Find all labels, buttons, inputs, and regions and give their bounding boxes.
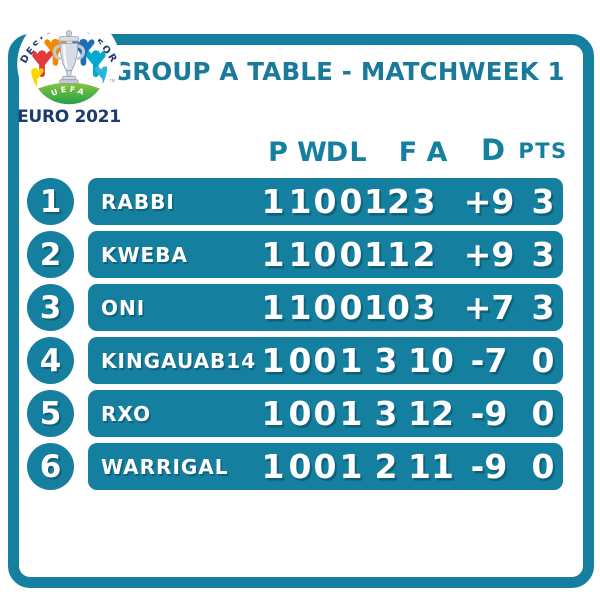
- stat-played: 1: [261, 447, 285, 486]
- stat-drawn: 0: [313, 447, 337, 486]
- stat-for: 2: [374, 447, 398, 486]
- stat-played: 1: [261, 182, 285, 221]
- stat-points: 0: [531, 341, 555, 380]
- column-header-played: P: [268, 137, 288, 168]
- stat-won: 0: [288, 447, 312, 486]
- table-row: 5 RXO 1 0 0 1 3 12 -9 0: [0, 390, 600, 437]
- page-title: GROUP A TABLE - MATCHWEEK 1: [112, 57, 565, 86]
- team-bar: ONI 1 1 0 0 10 3 +7 3: [88, 284, 563, 331]
- stat-won: 1: [288, 235, 312, 274]
- stat-difference: +9: [463, 235, 515, 274]
- team-name: KWEBA: [101, 242, 188, 267]
- stat-difference: +7: [463, 288, 515, 327]
- stat-lost: 1: [339, 394, 363, 433]
- stat-against: 3: [412, 182, 436, 221]
- euro-2021-wordmark: EURO 2021: [17, 107, 121, 126]
- team-stats: 1 1 0 0 10 3 +7 3: [258, 284, 560, 331]
- team-name: RABBI: [101, 189, 175, 214]
- rank-badge: 4: [27, 337, 74, 384]
- stat-drawn: 0: [313, 394, 337, 433]
- stat-played: 1: [261, 288, 285, 327]
- stat-for: 3: [374, 341, 398, 380]
- team-stats: 1 0 0 1 3 12 -9 0: [258, 390, 560, 437]
- stat-against: 3: [412, 288, 436, 327]
- stat-against: 12: [408, 394, 454, 433]
- stat-for: 12: [364, 182, 410, 221]
- team-stats: 1 0 0 1 3 10 -7 0: [258, 337, 560, 384]
- column-header-lost: L: [349, 137, 367, 168]
- team-stats: 1 1 0 0 11 2 +9 3: [258, 231, 560, 278]
- stat-won: 1: [288, 182, 312, 221]
- stat-played: 1: [261, 235, 285, 274]
- rank-badge: 5: [27, 390, 74, 437]
- stat-difference: -9: [470, 447, 508, 486]
- table-row: 2 KWEBA 1 1 0 0 11 2 +9 3: [0, 231, 600, 278]
- column-header-for: F: [398, 137, 418, 168]
- stat-for: 10: [364, 288, 410, 327]
- rank-badge: 2: [27, 231, 74, 278]
- table-row: 6 WARRIGAL 1 0 0 1 2 11 -9 0: [0, 443, 600, 490]
- column-header-drawn: D: [325, 137, 349, 168]
- table-row: 1 RABBI 1 1 0 0 12 3 +9 3: [0, 178, 600, 225]
- stat-against: 2: [412, 235, 436, 274]
- team-bar: RABBI 1 1 0 0 12 3 +9 3: [88, 178, 563, 225]
- column-header-difference: D: [480, 133, 506, 167]
- stat-played: 1: [261, 341, 285, 380]
- team-name: KINGAUAB14: [101, 348, 257, 373]
- stat-won: 0: [288, 394, 312, 433]
- logo-emblem: UEFA: [30, 27, 108, 105]
- team-bar: WARRIGAL 1 0 0 1 2 11 -9 0: [88, 443, 563, 490]
- team-stats: 1 0 0 1 2 11 -9 0: [258, 443, 560, 490]
- stat-points: 0: [531, 394, 555, 433]
- table-row: 3 ONI 1 1 0 0 10 3 +7 3: [0, 284, 600, 331]
- stat-for: 3: [374, 394, 398, 433]
- stat-points: 0: [531, 447, 555, 486]
- stat-difference: -9: [470, 394, 508, 433]
- rank-badge: 6: [27, 443, 74, 490]
- team-bar: KINGAUAB14 1 0 0 1 3 10 -7 0: [88, 337, 563, 384]
- stat-for: 11: [364, 235, 410, 274]
- stat-lost: 0: [339, 182, 363, 221]
- stat-lost: 0: [339, 235, 363, 274]
- stat-against: 11: [408, 447, 454, 486]
- stat-lost: 0: [339, 288, 363, 327]
- team-bar: KWEBA 1 1 0 0 11 2 +9 3: [88, 231, 563, 278]
- rank-badge: 1: [27, 178, 74, 225]
- figure-yellow-icon: [30, 67, 44, 90]
- stat-points: 3: [531, 288, 555, 327]
- team-bar: RXO 1 0 0 1 3 12 -9 0: [88, 390, 563, 437]
- stat-drawn: 0: [313, 182, 337, 221]
- stat-won: 1: [288, 288, 312, 327]
- stat-won: 0: [288, 341, 312, 380]
- column-header-points: PTS: [518, 139, 568, 163]
- stat-points: 3: [531, 182, 555, 221]
- trophy-icon: [52, 30, 86, 84]
- team-stats: 1 1 0 0 12 3 +9 3: [258, 178, 560, 225]
- team-name: RXO: [101, 401, 152, 426]
- rank-badge: 3: [27, 284, 74, 331]
- team-name: ONI: [101, 295, 146, 320]
- stat-drawn: 0: [313, 235, 337, 274]
- stat-drawn: 0: [313, 288, 337, 327]
- stat-played: 1: [261, 394, 285, 433]
- table-row: 4 KINGAUAB14 1 0 0 1 3 10 -7 0: [0, 337, 600, 384]
- stat-drawn: 0: [313, 341, 337, 380]
- stat-difference: -7: [470, 341, 508, 380]
- stat-difference: +9: [463, 182, 515, 221]
- outer-frame: [8, 34, 594, 588]
- stat-lost: 1: [339, 341, 363, 380]
- team-name: WARRIGAL: [101, 454, 229, 479]
- column-header-won: W: [297, 137, 327, 168]
- column-header-against: A: [426, 137, 448, 168]
- stat-points: 3: [531, 235, 555, 274]
- trademark-text: TM: [108, 79, 116, 84]
- euro-2021-logo: DESIGNING FOR: [17, 12, 121, 126]
- stat-lost: 1: [339, 447, 363, 486]
- stat-against: 10: [408, 341, 454, 380]
